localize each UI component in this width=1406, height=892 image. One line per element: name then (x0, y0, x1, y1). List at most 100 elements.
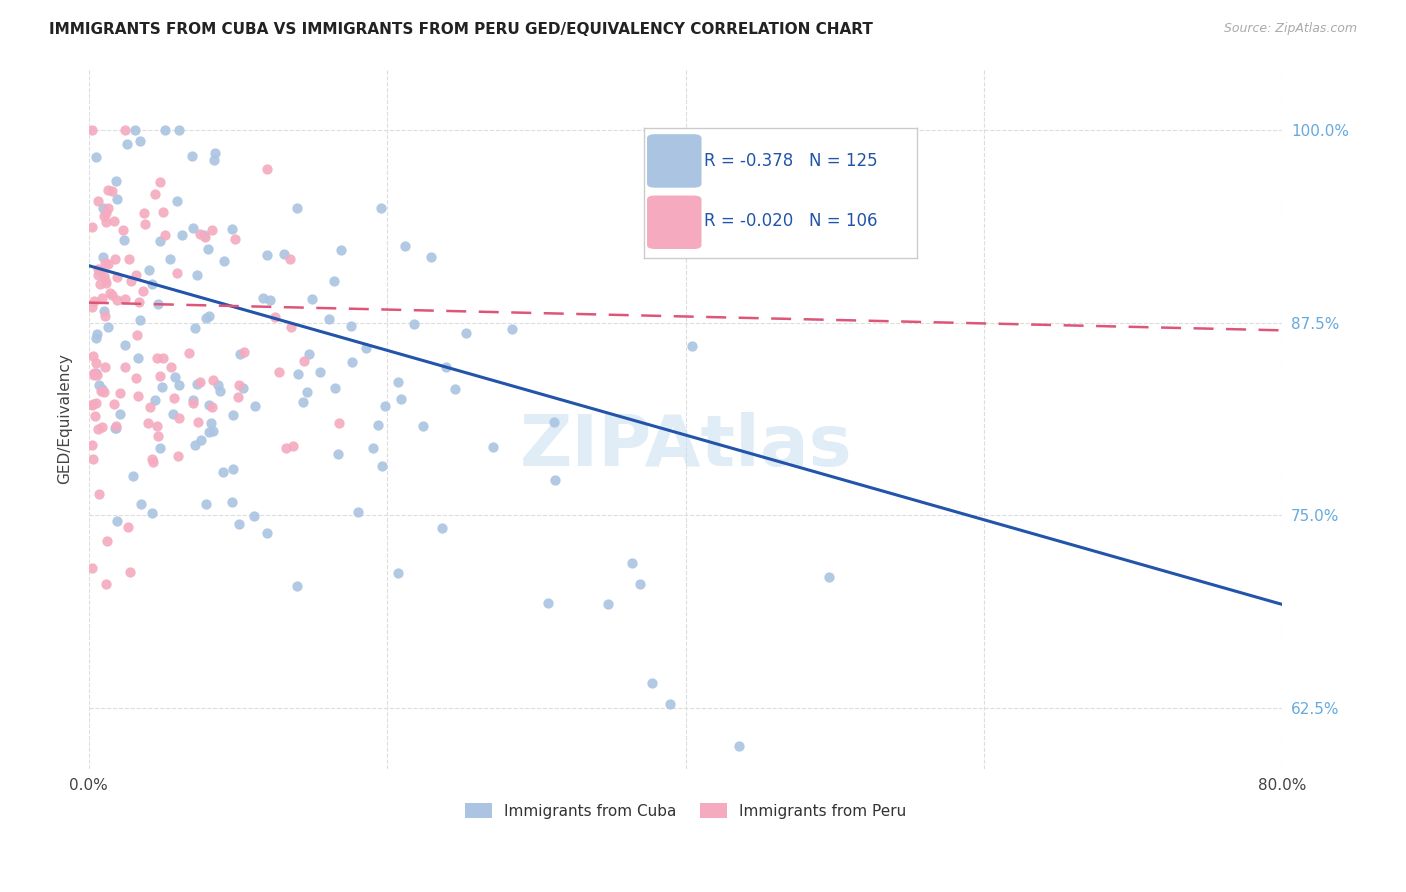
Legend: Immigrants from Cuba, Immigrants from Peru: Immigrants from Cuba, Immigrants from Pe… (458, 797, 912, 825)
Point (98, 285, 121, 300)
Point (97, 257, 120, 271)
Point (89, 377, 111, 392)
Point (93, 309, 115, 323)
Point (146, 351, 169, 365)
Point (128, 294, 150, 309)
Point (354, 341, 377, 355)
Point (93, 209, 115, 223)
Point (198, 425, 221, 439)
Point (105, 421, 128, 435)
Point (134, 217, 156, 231)
Point (202, 153, 225, 168)
Point (127, 351, 149, 365)
Point (84, 409, 107, 424)
Point (152, 205, 174, 219)
Point (117, 137, 139, 152)
Point (278, 252, 301, 266)
Point (87, 422, 110, 436)
Point (287, 368, 309, 382)
Point (226, 390, 249, 404)
Point (309, 365, 332, 379)
Point (256, 247, 278, 261)
Point (224, 232, 246, 246)
Point (281, 439, 304, 453)
Point (80, 300, 103, 314)
Point (596, 597, 619, 611)
Point (125, 268, 148, 282)
Point (183, 438, 205, 452)
Point (221, 221, 243, 235)
Text: ZIPAtlas: ZIPAtlas (519, 412, 852, 482)
Point (212, 465, 235, 479)
Text: IMMIGRANTS FROM CUBA VS IMMIGRANTS FROM PERU GED/EQUIVALENCY CORRELATION CHART: IMMIGRANTS FROM CUBA VS IMMIGRANTS FROM … (49, 22, 873, 37)
Point (273, 246, 295, 260)
Point (419, 250, 441, 264)
Point (96, 534, 118, 549)
Point (318, 311, 340, 326)
Point (194, 230, 217, 244)
Point (105, 293, 128, 308)
Point (818, 570, 841, 584)
Point (167, 123, 190, 137)
Point (184, 321, 207, 335)
Point (295, 384, 318, 399)
Point (292, 395, 315, 409)
Point (501, 322, 523, 336)
Point (141, 506, 163, 520)
Point (167, 411, 190, 425)
Point (122, 469, 145, 483)
Point (681, 338, 703, 352)
Point (232, 380, 254, 394)
Point (201, 373, 224, 387)
Point (201, 400, 224, 414)
Point (167, 377, 190, 392)
FancyBboxPatch shape (647, 134, 702, 187)
Point (391, 392, 413, 406)
Point (181, 396, 204, 410)
Point (186, 377, 208, 392)
Point (149, 234, 172, 248)
Point (166, 194, 188, 208)
Point (370, 202, 392, 216)
Point (482, 440, 505, 454)
Point (285, 578, 308, 592)
Point (94, 577, 117, 591)
Point (198, 398, 221, 412)
Point (328, 447, 350, 461)
Point (91, 292, 114, 306)
Point (141, 452, 163, 467)
Point (387, 375, 409, 389)
Point (91, 201, 114, 215)
Point (367, 417, 389, 432)
Point (87, 487, 110, 501)
Point (108, 407, 131, 421)
Point (233, 345, 256, 359)
Point (104, 252, 127, 266)
Point (83, 367, 105, 381)
Point (269, 365, 291, 379)
Point (97, 183, 120, 197)
Point (83, 368, 105, 382)
Point (292, 353, 315, 368)
Point (124, 123, 146, 137)
Point (84, 331, 107, 345)
Point (155, 227, 177, 242)
Point (129, 497, 152, 511)
Point (143, 187, 166, 202)
Point (136, 417, 159, 431)
Point (323, 381, 346, 395)
Point (105, 269, 128, 284)
Point (146, 296, 169, 310)
Point (146, 419, 169, 434)
Point (146, 429, 169, 443)
Point (128, 134, 150, 148)
Point (620, 557, 643, 571)
Point (201, 222, 224, 236)
Point (659, 697, 682, 711)
Point (84, 355, 107, 369)
Point (263, 310, 285, 324)
Point (259, 293, 281, 308)
Point (159, 359, 181, 374)
Point (108, 386, 131, 401)
Point (434, 360, 457, 375)
